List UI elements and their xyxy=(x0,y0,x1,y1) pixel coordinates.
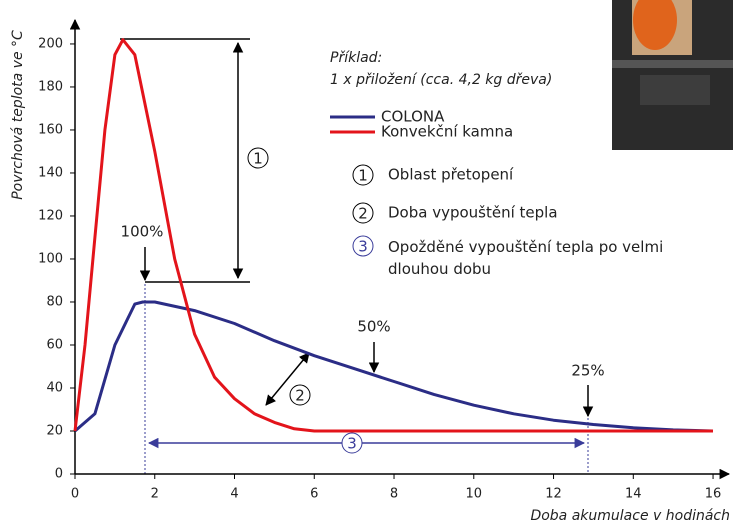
example-text: 1 x přiložení (cca. 4,2 kg dřeva) xyxy=(330,72,552,88)
legend-label: COLONA xyxy=(381,108,445,126)
y-tick-label: 80 xyxy=(46,294,63,309)
series-line xyxy=(73,38,713,433)
x-tick-label: 10 xyxy=(466,487,483,502)
y-tick-label: 140 xyxy=(38,165,63,180)
series-line xyxy=(74,300,714,433)
note: Opožděné vypouštění tepla po velmi dlouh… xyxy=(388,238,664,278)
y-tick-label: 20 xyxy=(46,423,63,438)
y-axis-title: Povrchová teplota ve °C xyxy=(10,30,26,200)
y-tick-label: 200 xyxy=(38,36,63,51)
marker-number: 3 xyxy=(347,435,357,453)
stove-photo xyxy=(612,0,733,150)
x-tick-label: 6 xyxy=(310,487,318,502)
annotation: 25% xyxy=(571,362,604,380)
annotation-layer xyxy=(120,38,594,474)
marker-group: 1 2 3 1 2 3 xyxy=(247,147,374,454)
x-tick-label: 4 xyxy=(230,487,238,502)
x-axis-title: Doba akumulace v hodinách xyxy=(530,508,730,524)
y-tick-label: 60 xyxy=(46,337,63,352)
marker-number: 2 xyxy=(358,205,368,223)
x-tick-label: 14 xyxy=(625,487,642,502)
y-tick-label: 100 xyxy=(38,251,63,266)
note: Doba vypouštění tepla xyxy=(388,204,558,222)
marker-number: 1 xyxy=(358,167,368,185)
note: Oblast přetopení xyxy=(388,166,514,184)
x-tick-label: 12 xyxy=(545,487,562,502)
legend-label: Konvekční kamna xyxy=(381,123,513,141)
marker-number: 1 xyxy=(253,150,263,168)
marker-number: 3 xyxy=(358,238,368,256)
annotation: 50% xyxy=(357,318,390,336)
dim-arrow xyxy=(265,352,310,406)
example-title: Příklad: xyxy=(330,50,382,66)
marker-number: 2 xyxy=(295,387,305,405)
x-tick-label: 0 xyxy=(71,487,79,502)
x-tick-label: 2 xyxy=(151,487,159,502)
y-tick-label: 120 xyxy=(38,208,63,223)
y-tick-label: 160 xyxy=(38,122,63,137)
annotation: 100% xyxy=(121,223,164,241)
x-tick-label: 16 xyxy=(705,487,722,502)
y-tick-label: 40 xyxy=(46,380,63,395)
x-tick-label: 8 xyxy=(390,487,398,502)
y-tick-label: 180 xyxy=(38,79,63,94)
y-tick-label: 0 xyxy=(55,467,63,482)
